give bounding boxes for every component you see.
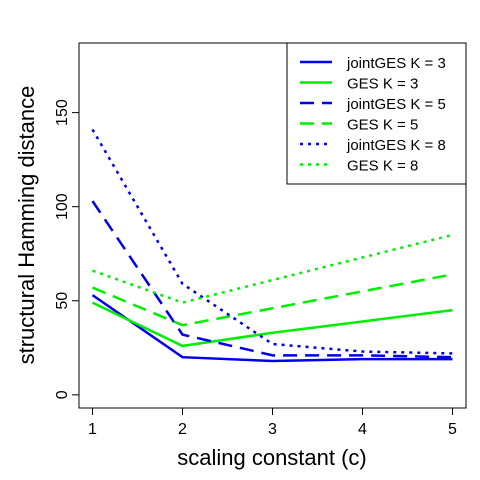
x-tick-label: 4 — [358, 421, 367, 438]
legend-label: GES K = 5 — [347, 117, 418, 134]
series-line-jointges-k-3 — [91, 294, 453, 363]
legend-label: GES K = 3 — [347, 76, 418, 93]
legend-label: GES K = 8 — [347, 158, 418, 175]
legend-box — [286, 42, 467, 185]
series-line-jointges-k-5 — [91, 200, 453, 359]
x-tick-label: 3 — [268, 421, 277, 438]
legend-label: jointGES K = 5 — [346, 96, 446, 113]
x-tick-label: 2 — [178, 421, 187, 438]
y-tick-label: 100 — [54, 193, 71, 220]
x-tick-label: 1 — [88, 421, 97, 438]
x-axis: 1 2 3 4 5 — [88, 407, 457, 438]
y-axis-label: structural Hamming distance — [14, 86, 39, 365]
y-axis: 0 50 100 150 — [54, 99, 80, 399]
legend: jointGES K = 3 GES K = 3 jointGES K = 5 GES… — [286, 42, 467, 185]
x-tick-label: 5 — [448, 421, 457, 438]
series-lines — [91, 128, 453, 363]
legend-label: jointGES K = 3 — [346, 55, 446, 72]
series-line-ges-k-3 — [91, 301, 453, 348]
y-tick-label: 150 — [54, 99, 71, 126]
y-tick-label: 0 — [54, 390, 71, 399]
y-tick-label: 50 — [54, 292, 71, 310]
legend-label: jointGES K = 8 — [346, 137, 446, 154]
x-axis-label: scaling constant (c) — [177, 445, 367, 470]
series-line-ges-k-5 — [92, 273, 453, 327]
series-line-ges-k-8 — [92, 233, 453, 304]
